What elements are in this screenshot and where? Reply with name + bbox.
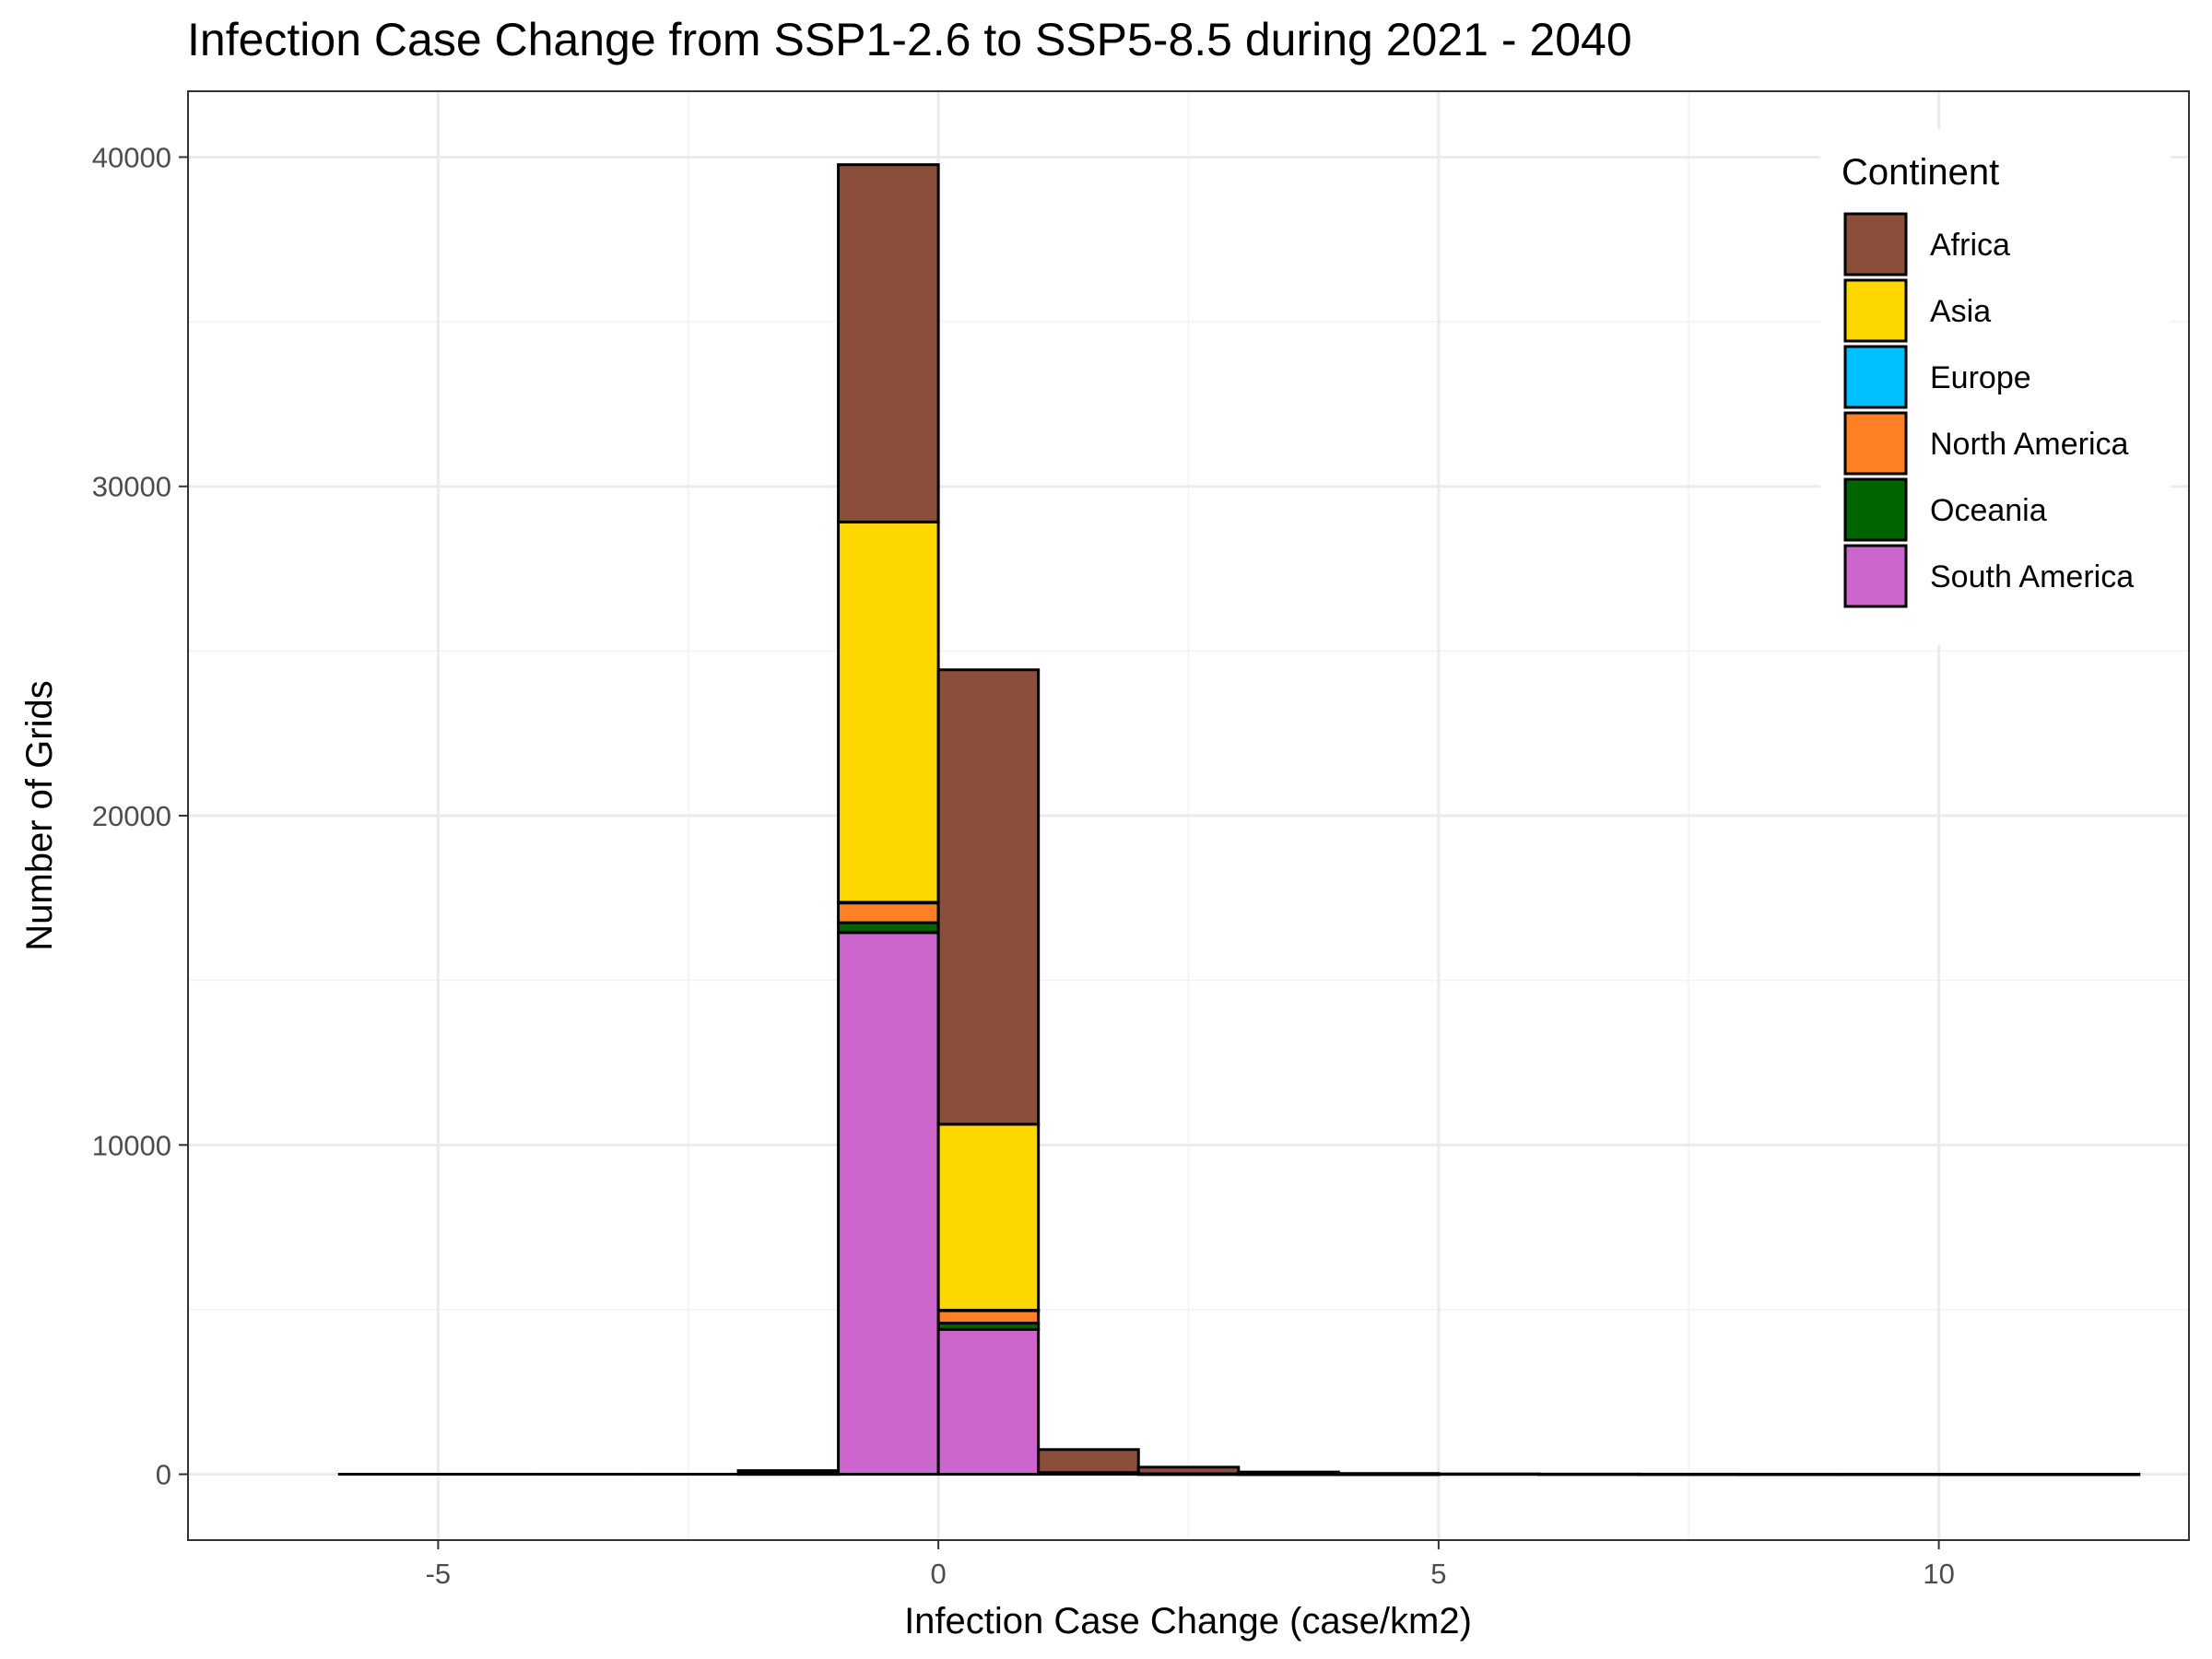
- legend-key-africa: [1843, 212, 1908, 276]
- bar-segment-north-america: [936, 1309, 1041, 1325]
- bar-segment-africa: [1136, 1465, 1241, 1476]
- chart-title: Infection Case Change from SSP1-2.6 to S…: [187, 14, 1632, 65]
- x-tick-label: 10: [1923, 1558, 1954, 1590]
- bar-segment-africa: [2037, 1473, 2141, 1477]
- bar-segment-asia: [837, 520, 940, 904]
- bar-segment-africa: [1037, 1448, 1140, 1475]
- x-tick-label: 0: [931, 1558, 947, 1590]
- bar-segment-africa: [1737, 1472, 1841, 1477]
- bar-segment-oceania: [837, 921, 940, 935]
- legend-key-south-america: [1843, 544, 1908, 608]
- y-tick-label: 10000: [92, 1129, 171, 1161]
- bar-segment-africa: [1837, 1472, 1941, 1477]
- legend-label: Asia: [1930, 294, 1991, 329]
- x-axis-title: Infection Case Change (case/km2): [904, 1601, 1472, 1641]
- bar-segment-south-america: [837, 931, 940, 1477]
- y-axis: 0 10000 20000 30000 40000: [92, 141, 188, 1491]
- legend-items: Africa Asia Europe North America Oceania Sout…: [1843, 212, 2134, 608]
- bar-segment-africa: [1637, 1472, 1741, 1477]
- x-tick-label: -5: [426, 1558, 452, 1590]
- x-tick-label: 5: [1430, 1558, 1446, 1590]
- legend-label: North America: [1930, 427, 2128, 462]
- legend-label: Europe: [1930, 360, 2031, 395]
- legend-title: Continent: [1841, 152, 1999, 193]
- histogram-bars: [337, 163, 2141, 1477]
- y-tick-label: 40000: [92, 141, 171, 173]
- bar-segment-africa: [1336, 1472, 1441, 1476]
- legend-key-asia: [1843, 278, 1908, 343]
- bar-segment-africa: [936, 668, 1041, 1126]
- y-axis-title: Number of Grids: [19, 680, 60, 950]
- x-axis: -5 0 5 10: [426, 1540, 1955, 1590]
- bar-segment-africa: [1237, 1470, 1340, 1476]
- y-tick-label: 0: [156, 1459, 171, 1491]
- bar-segment-africa: [837, 163, 940, 524]
- legend-label: Oceania: [1930, 493, 2047, 528]
- y-tick-label: 30000: [92, 471, 171, 503]
- y-tick-label: 20000: [92, 800, 171, 832]
- bar-segment-south-america: [936, 1327, 1041, 1477]
- bar-segment-north-america: [837, 901, 940, 924]
- bar-segment-africa: [736, 1469, 841, 1475]
- legend-key-north-america: [1843, 411, 1908, 476]
- legend-label: Africa: [1930, 228, 2010, 263]
- legend: Continent Africa Asia Europe North America O…: [1820, 129, 2171, 645]
- legend-key-europe: [1843, 345, 1908, 409]
- legend-key-oceania: [1843, 477, 1908, 542]
- bar-segment-africa: [1437, 1472, 1540, 1477]
- bar-segment-africa: [1937, 1473, 2041, 1477]
- bar-segment-asia: [936, 1123, 1041, 1312]
- legend-label: South America: [1930, 559, 2134, 594]
- bar-segment-africa: [1536, 1472, 1641, 1477]
